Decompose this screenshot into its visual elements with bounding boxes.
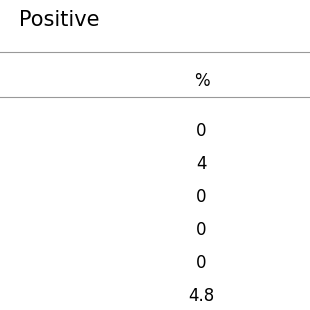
Text: 0: 0 bbox=[196, 254, 207, 272]
Text: 0: 0 bbox=[196, 122, 207, 140]
Text: 4: 4 bbox=[196, 155, 207, 173]
Text: Positive: Positive bbox=[19, 10, 99, 30]
Text: 4.8: 4.8 bbox=[188, 287, 215, 305]
Text: 0: 0 bbox=[196, 221, 207, 239]
Text: %: % bbox=[194, 72, 209, 90]
Text: 0: 0 bbox=[196, 188, 207, 206]
